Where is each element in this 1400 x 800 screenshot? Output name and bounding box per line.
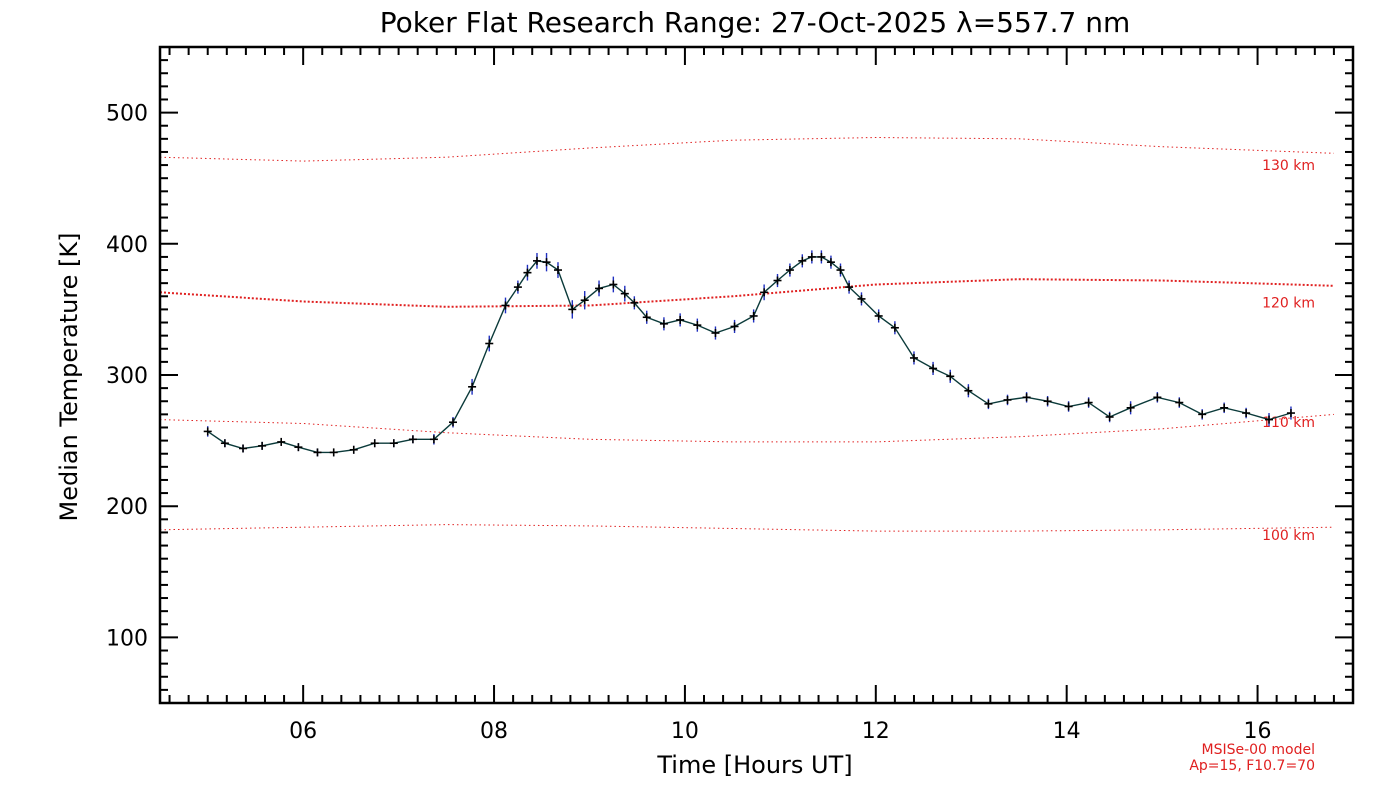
data-point: [370, 439, 379, 448]
temperature-line: [207, 256, 1292, 454]
model-curve-120-km: [159, 278, 1334, 308]
data-point: [349, 445, 358, 454]
data-point: [220, 439, 229, 448]
data-point: [620, 285, 629, 302]
axes-layer: [158, 45, 1355, 705]
data-point: [1105, 411, 1114, 423]
data-point: [890, 321, 899, 335]
data-point: [449, 416, 458, 428]
data-point: [845, 280, 854, 294]
data-point: [239, 444, 248, 453]
model-curves-layer: 130 km 120 km 110 km 100 km: [159, 136, 1334, 544]
data-point: [553, 262, 562, 278]
x-tick-label: 10: [671, 719, 699, 744]
ticks-layer: 06 08 10 12 14 16 100 200 300 400 500: [106, 46, 1354, 744]
data-point: [203, 426, 212, 437]
data-point: [826, 255, 835, 269]
data-point: [730, 319, 739, 334]
data-point: [1064, 401, 1073, 412]
data-point: [874, 309, 883, 323]
data-point: [501, 297, 510, 314]
plot-frame: [158, 45, 1355, 705]
model-note-line-1: MSISe-00 model: [1201, 742, 1315, 758]
data-point: [429, 434, 438, 445]
data-point: [630, 296, 639, 310]
data-point: [1043, 395, 1052, 407]
data-point: [609, 276, 618, 293]
data-point: [798, 254, 807, 268]
y-tick-label: 400: [106, 233, 148, 258]
data-series-layer: [203, 250, 1295, 457]
data-point: [542, 252, 551, 272]
data-point: [329, 448, 338, 457]
x-tick-label: 08: [480, 719, 508, 744]
data-point: [1242, 407, 1251, 419]
data-point: [929, 361, 938, 375]
data-point: [523, 264, 532, 281]
data-point: [659, 317, 668, 331]
y-axis-title: Median Temperature [K]: [55, 232, 83, 521]
x-tick-label: 14: [1053, 719, 1081, 744]
data-point: [1003, 394, 1012, 406]
data-point: [642, 310, 651, 324]
data-point: [485, 335, 494, 352]
x-tick-label: 06: [289, 719, 317, 744]
data-point: [532, 252, 541, 269]
data-point: [294, 443, 303, 452]
model-curve-130-km: [159, 136, 1334, 162]
data-point: [807, 250, 816, 264]
data-point: [785, 263, 794, 277]
data-point: [773, 273, 782, 288]
data-point: [1220, 402, 1229, 414]
data-point: [468, 378, 477, 395]
y-tick-label: 100: [106, 626, 148, 651]
data-point: [760, 284, 769, 301]
data-point: [408, 435, 417, 444]
data-point: [984, 398, 993, 410]
data-point: [693, 318, 702, 332]
data-point: [568, 300, 577, 319]
data-point: [909, 351, 918, 365]
data-point: [277, 437, 286, 446]
data-point: [1153, 392, 1162, 403]
model-note-line-2: Ap=15, F10.7=70: [1189, 758, 1315, 774]
model-label: 130 km: [1262, 158, 1315, 174]
data-point: [389, 439, 398, 448]
x-tick-label: 16: [1244, 719, 1272, 744]
data-point: [676, 313, 685, 327]
data-point: [1126, 401, 1135, 415]
chart-title: Poker Flat Research Range: 27-Oct-2025 λ…: [380, 6, 1131, 39]
x-axis-title: Time [Hours UT]: [656, 751, 852, 779]
y-tick-label: 200: [106, 495, 148, 520]
data-point: [964, 384, 973, 398]
model-curve-100-km: [159, 524, 1334, 532]
data-point: [817, 250, 826, 264]
y-tick-label: 500: [106, 102, 148, 127]
model-curve-110-km: [159, 413, 1334, 443]
x-tick-label: 12: [862, 719, 890, 744]
model-label: 110 km: [1262, 415, 1315, 431]
data-point: [857, 292, 866, 306]
model-label: 100 km: [1262, 528, 1315, 544]
data-point: [313, 448, 322, 457]
data-point: [836, 263, 845, 277]
data-point: [258, 441, 267, 450]
data-point: [711, 326, 720, 340]
data-point: [749, 309, 758, 323]
data-point: [1022, 392, 1031, 403]
model-label: 120 km: [1262, 296, 1315, 312]
data-point: [1198, 409, 1207, 420]
data-point: [580, 291, 589, 310]
y-tick-label: 300: [106, 364, 148, 389]
data-point: [1175, 397, 1184, 408]
data-point: [1286, 406, 1295, 420]
data-point: [1084, 397, 1093, 408]
data-point: [946, 369, 955, 383]
data-point: [1265, 413, 1274, 427]
data-point: [595, 280, 604, 297]
data-point: [513, 280, 522, 294]
